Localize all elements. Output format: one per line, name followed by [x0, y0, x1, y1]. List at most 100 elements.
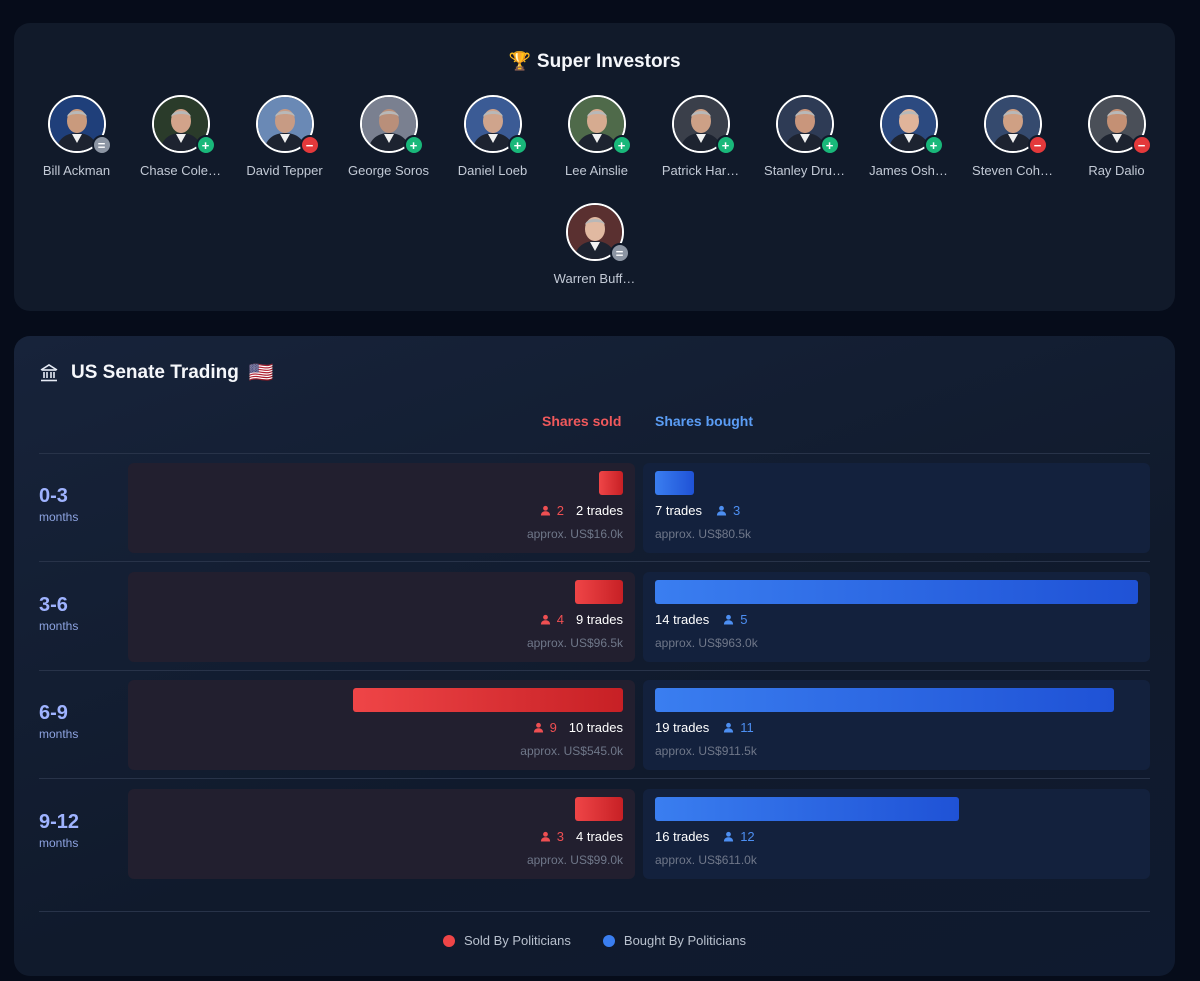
sold-stats: 3 4 trades — [540, 829, 623, 844]
investor-name: Ray Dalio — [1088, 163, 1145, 178]
sold-panel[interactable]: 2 2 trades approx. US$16.0k — [128, 463, 635, 553]
sold-trades: 10 trades — [568, 720, 623, 735]
super-investors-card: 🏆 Super Investors = Bill Ackman + Chase Cole… — [14, 23, 1175, 311]
investor-row: = Bill Ackman + Chase Cole… − David Tepper + Ge… — [14, 95, 1175, 178]
sold-panel[interactable]: 9 10 trades approx. US$545.0k — [128, 680, 635, 770]
investor-name: David Tepper — [246, 163, 323, 178]
investor-name: Daniel Loeb — [457, 163, 528, 178]
investor-name: Warren Buff… — [553, 271, 636, 286]
senate-row: 9-12 months 3 4 trades approx. US$99.0k 16 tr… — [39, 788, 1151, 879]
bought-bar[interactable] — [655, 579, 1138, 604]
sold-approx-value: approx. US$16.0k — [526, 527, 623, 541]
investor-name: Steven Coh… — [972, 163, 1053, 178]
investor-avatar[interactable] — [47, 95, 106, 153]
investor-hold-badge: = — [91, 135, 112, 155]
trophy-icon: 🏆 — [508, 51, 531, 71]
bought-panel[interactable]: 16 trades 12 approx. US$611.0k — [643, 788, 1150, 879]
period-label: 6-9 months — [39, 702, 78, 741]
investor-sell-badge: − — [1027, 135, 1048, 155]
investor-item[interactable]: + George Soros — [337, 95, 441, 178]
investor-name: George Soros — [348, 163, 429, 178]
period-range: 9-12 — [39, 810, 80, 833]
sold-panel[interactable]: 3 4 trades approx. US$99.0k — [128, 788, 635, 879]
sold-politicians-count: 3 — [540, 829, 564, 844]
bought-bar[interactable] — [655, 471, 694, 495]
investor-item[interactable]: = Warren Buff… — [543, 203, 647, 286]
bought-trades: 7 trades — [655, 503, 702, 518]
period-label: 3-6 months — [39, 594, 78, 633]
senate-title: US Senate Trading 🇺🇸 — [39, 360, 274, 385]
period-unit: months — [39, 618, 79, 633]
investor-buy-badge: + — [715, 135, 736, 155]
investor-hold-badge: = — [609, 243, 630, 263]
investor-avatar[interactable] — [775, 95, 834, 153]
divider — [39, 911, 1150, 912]
bought-panel[interactable]: 14 trades 5 approx. US$963.0k — [643, 571, 1150, 662]
bought-panel[interactable]: 19 trades 11 approx. US$911.5k — [643, 680, 1150, 770]
investor-item[interactable]: + James Osh… — [857, 95, 961, 178]
sold-trades: 4 trades — [576, 828, 623, 844]
bought-bar[interactable] — [655, 796, 960, 821]
super-investors-title: 🏆 Super Investors — [508, 51, 681, 72]
bought-politicians-count: 12 — [723, 829, 755, 844]
investor-row: = Warren Buff… — [14, 203, 1175, 286]
investor-buy-badge: + — [403, 135, 424, 155]
investor-sell-badge: − — [1131, 135, 1152, 155]
bought-panel[interactable]: 7 trades 3 approx. US$80.5k — [643, 463, 1150, 553]
sold-trades: 9 trades — [576, 611, 623, 627]
investor-item[interactable]: + Lee Ainslie — [545, 95, 649, 178]
legend-bought: Bought By Politicians — [602, 933, 746, 948]
sold-approx-value: approx. US$545.0k — [520, 744, 623, 758]
investor-buy-badge: + — [819, 135, 840, 155]
investor-item[interactable]: − David Tepper — [233, 95, 337, 178]
bought-approx-value: approx. US$611.0k — [655, 852, 757, 867]
investor-item[interactable]: − Steven Coh… — [961, 95, 1065, 178]
investor-item[interactable]: + Chase Cole… — [129, 95, 233, 178]
investor-item[interactable]: + Patrick Har… — [649, 95, 753, 178]
bought-politicians-count: 11 — [723, 720, 754, 735]
divider — [39, 669, 1150, 671]
bought-trades: 16 trades — [655, 828, 710, 844]
sold-politicians-count: 4 — [540, 612, 564, 627]
investor-item[interactable]: + Daniel Loeb — [441, 95, 545, 178]
legend-sold-dot — [442, 934, 455, 947]
sold-bar[interactable] — [574, 796, 623, 821]
sold-bar[interactable] — [574, 579, 623, 604]
bought-trades: 19 trades — [655, 720, 710, 735]
period-unit: months — [39, 727, 79, 741]
investor-sell-badge: − — [299, 135, 320, 155]
bought-approx-value: approx. US$963.0k — [655, 635, 758, 650]
investor-name: Chase Cole… — [140, 163, 221, 178]
sold-bar[interactable] — [598, 471, 623, 495]
investor-avatar[interactable] — [151, 95, 210, 153]
investor-item[interactable]: − Ray Dalio — [1065, 95, 1169, 178]
legend: Sold By Politicians Bought By Politician… — [14, 933, 1175, 948]
divider — [39, 561, 1150, 562]
sold-politicians-count: 9 — [533, 720, 557, 735]
investor-name: Stanley Dru… — [764, 163, 845, 178]
bought-politicians-count: 3 — [716, 503, 740, 518]
bought-stats: 7 trades 3 — [655, 503, 740, 518]
sold-approx-value: approx. US$96.5k — [526, 635, 623, 650]
sold-approx-value: approx. US$99.0k — [526, 852, 623, 867]
divider — [39, 778, 1150, 779]
investor-buy-badge: + — [923, 135, 944, 155]
divider — [39, 453, 1150, 454]
bought-trades: 14 trades — [655, 611, 710, 627]
period-range: 6-9 — [39, 702, 68, 724]
senate-row: 0-3 months 2 2 trades approx. US$16.0k 7 trad… — [39, 463, 1151, 553]
investor-item[interactable]: + Stanley Dru… — [753, 95, 857, 178]
sold-bar[interactable] — [352, 688, 623, 712]
investor-name: Bill Ackman — [42, 163, 111, 178]
investor-name: James Osh… — [869, 163, 948, 178]
bought-stats: 16 trades 12 — [655, 829, 755, 844]
sold-politicians-count: 2 — [540, 503, 564, 518]
sold-stats: 2 2 trades — [540, 503, 623, 518]
sold-panel[interactable]: 4 9 trades approx. US$96.5k — [128, 571, 635, 662]
sold-stats: 4 9 trades — [540, 612, 623, 627]
period-unit: months — [39, 835, 79, 850]
bought-bar[interactable] — [655, 688, 1114, 712]
investor-buy-badge: + — [507, 135, 528, 155]
bank-icon — [39, 363, 59, 383]
investor-item[interactable]: = Bill Ackman — [25, 95, 129, 178]
